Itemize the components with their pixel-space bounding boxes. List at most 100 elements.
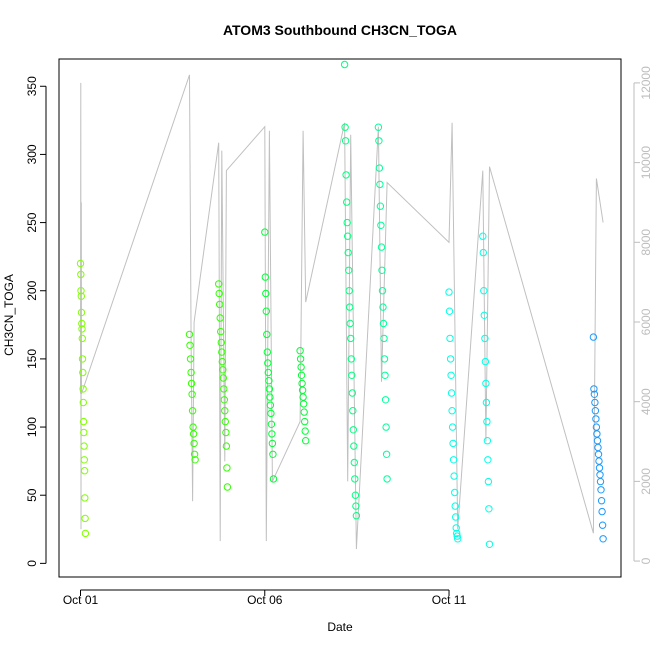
data-point (302, 437, 310, 445)
data-point (381, 396, 390, 404)
data-point (479, 248, 487, 257)
data-point (485, 505, 493, 513)
y-tick-label: 250 (25, 212, 39, 232)
right-axis-tick-label: 8000 (639, 229, 650, 256)
data-point (448, 407, 456, 415)
data-point (379, 303, 387, 311)
data-point (265, 377, 273, 385)
data-point (187, 379, 196, 388)
data-point (453, 529, 461, 538)
data-point (346, 303, 354, 311)
data-point (485, 540, 494, 548)
data-point (377, 243, 386, 251)
right-axis-tick-label: 4000 (639, 388, 650, 415)
data-point (376, 180, 384, 189)
y-axis-label: CH3CN_TOGA (2, 274, 16, 356)
data-point (301, 427, 309, 435)
data-point (479, 232, 487, 240)
data-point (80, 442, 88, 450)
data-point (481, 334, 489, 343)
data-point (377, 221, 385, 230)
data-point (343, 218, 351, 227)
data-point (298, 386, 307, 394)
data-point (590, 385, 598, 393)
data-point (595, 464, 604, 472)
data-point (378, 266, 386, 274)
data-point (382, 423, 390, 431)
data-point (591, 398, 599, 407)
data-point (262, 289, 270, 298)
data-point (222, 442, 231, 450)
data-point (448, 423, 457, 431)
y-tick-label: 150 (25, 349, 39, 369)
data-point (452, 524, 460, 532)
data-point (482, 379, 490, 388)
data-point (220, 385, 228, 393)
data-point (78, 325, 86, 333)
data-point (187, 368, 195, 377)
data-point (79, 417, 88, 426)
data-point (190, 450, 199, 458)
data-point (78, 334, 87, 343)
data-point (263, 330, 271, 339)
data-point (349, 407, 357, 415)
axes-layer: 0 50 100 150 200 250 300 350 Oct 01 Oct 06 Oct 11 0… (25, 66, 650, 607)
data-point (190, 439, 198, 448)
data-point (297, 363, 305, 371)
y-tick-label: 200 (25, 280, 39, 300)
data-point (269, 475, 278, 483)
data-point (264, 359, 272, 367)
plot-area-frame (58, 58, 622, 578)
data-point (446, 355, 455, 363)
data-point (348, 371, 356, 379)
data-point (383, 475, 391, 483)
x-tick-label: Oct 01 (63, 593, 99, 607)
data-point (269, 450, 277, 458)
right-axis-tick-label: 2000 (639, 468, 650, 495)
data-point (77, 292, 86, 300)
data-point (450, 472, 458, 480)
data-point (76, 259, 85, 268)
data-point (223, 464, 231, 472)
data-point (216, 300, 224, 309)
data-point (447, 371, 455, 379)
data-point (352, 512, 361, 520)
data-point (188, 390, 196, 398)
data-point (266, 401, 275, 409)
data-point (81, 514, 89, 523)
data-point (215, 280, 223, 288)
data-point (267, 409, 275, 418)
data-point (267, 420, 276, 428)
data-point (300, 408, 308, 416)
data-point (263, 348, 271, 356)
data-point (218, 348, 226, 356)
x-tick-label: Oct 06 (247, 593, 283, 607)
data-point (350, 442, 358, 450)
data-point (451, 488, 459, 497)
data-point (599, 535, 607, 543)
data-point (79, 398, 88, 407)
data-point (597, 497, 606, 505)
data-point (351, 475, 359, 483)
y-tick-label: 300 (25, 144, 39, 164)
data-point (445, 288, 453, 296)
data-point (376, 202, 385, 210)
data-point (348, 389, 356, 397)
data-point (296, 355, 305, 363)
data-point (186, 355, 195, 363)
chart-title: ATOM3 Southbound CH3CN_TOGA (223, 22, 457, 38)
data-point (81, 494, 89, 502)
data-point (453, 532, 461, 540)
data-point (218, 357, 227, 366)
data-point (265, 385, 274, 393)
data-point (449, 456, 458, 464)
data-point (482, 398, 491, 407)
y-tick-label: 100 (25, 417, 39, 437)
data-point (185, 330, 194, 339)
data-point (480, 311, 488, 319)
data-point (266, 393, 274, 401)
data-point (381, 371, 389, 379)
data-point (188, 407, 197, 415)
data-point (340, 60, 349, 69)
